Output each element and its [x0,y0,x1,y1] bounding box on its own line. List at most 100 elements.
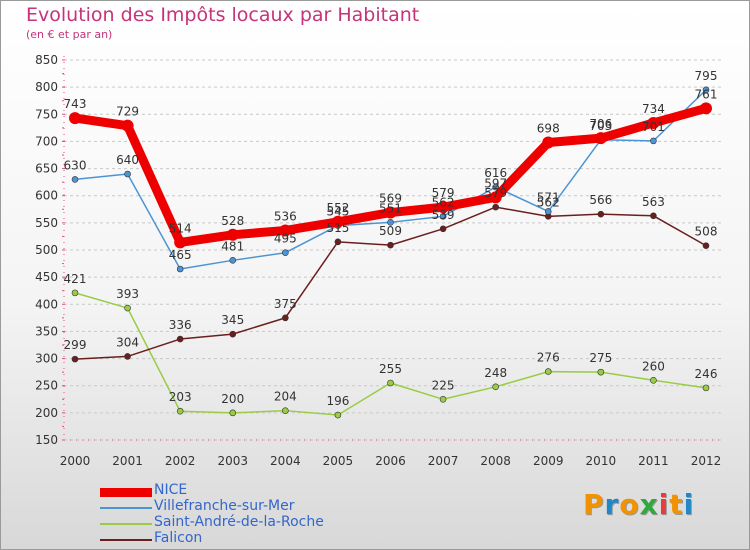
data-point-saint-andre-de-la-roche [650,376,657,384]
data-point-villefranche-sur-mer [492,183,499,191]
data-label-villefranche-sur-mer: 571 [537,190,560,204]
data-point-villefranche-sur-mer [702,86,710,94]
x-tick-label: 2005 [323,454,354,468]
logo-letter: i [658,488,670,521]
x-tick-label: 2012 [691,454,722,468]
data-label-falicon: 509 [379,224,402,238]
data-point-villefranche-sur-mer [439,213,447,220]
data-label-saint-andre-de-la-roche: 248 [484,366,507,380]
y-tick-label: 750 [35,107,58,121]
data-point-nice [331,215,344,228]
data-label-falicon: 566 [589,193,612,207]
data-point-nice [69,112,81,125]
data-point-saint-andre-de-la-roche [597,368,605,376]
data-point-falicon [387,241,394,249]
data-point-falicon [176,335,184,343]
data-label-falicon: 563 [642,195,665,209]
data-label-falicon: 562 [537,195,560,209]
data-label-nice: 734 [642,102,665,116]
y-tick-label: 350 [35,324,58,338]
data-label-saint-andre-de-la-roche: 276 [537,351,560,365]
chart-title: Evolution des Impôts locaux par Habitant [26,4,420,26]
data-label-falicon: 508 [695,225,718,239]
data-label-villefranche-sur-mer: 640 [116,153,139,167]
data-label-falicon: 579 [484,186,507,200]
legend-label: Villefranche-sur-Mer [154,498,295,514]
data-label-nice: 569 [379,192,402,206]
data-label-falicon: 299 [64,338,87,352]
data-point-villefranche-sur-mer [71,176,79,183]
y-tick-label: 800 [35,80,58,94]
data-point-falicon [71,355,79,363]
data-point-saint-andre-de-la-roche [492,383,499,391]
data-label-falicon: 515 [326,221,349,235]
data-point-nice [174,236,187,249]
data-label-saint-andre-de-la-roche: 204 [274,390,297,404]
data-label-nice: 597 [484,176,507,190]
data-point-villefranche-sur-mer [229,257,237,264]
data-label-saint-andre-de-la-roche: 196 [326,394,349,408]
data-point-villefranche-sur-mer [544,208,552,215]
logo-letter: x [639,488,659,521]
data-label-saint-andre-de-la-roche: 203 [169,390,192,404]
data-point-saint-andre-de-la-roche [387,379,394,387]
y-tick-label: 250 [35,379,58,393]
data-point-villefranche-sur-mer [282,249,289,257]
legend-swatch [100,488,152,497]
y-tick-label: 850 [35,53,58,67]
data-label-nice: 761 [695,87,718,101]
data-label-saint-andre-de-la-roche: 255 [379,362,402,376]
legend-label: Saint-André-de-la-Roche [154,514,324,530]
y-tick-label: 200 [35,406,58,420]
data-point-falicon [492,203,499,211]
x-tick-label: 2006 [375,454,406,468]
data-label-nice: 579 [432,186,455,200]
x-tick-label: 2000 [60,454,91,468]
x-tick-label: 2011 [638,454,669,468]
data-point-saint-andre-de-la-roche [702,384,710,392]
data-point-saint-andre-de-la-roche [439,395,447,403]
data-label-villefranche-sur-mer: 703 [589,119,612,133]
proxiti-logo: Proxiti [583,488,694,521]
data-label-nice: 536 [274,209,297,223]
data-label-saint-andre-de-la-roche: 275 [589,351,612,365]
data-point-falicon [124,353,131,360]
data-point-nice [384,206,397,219]
x-tick-label: 2009 [533,454,564,468]
data-label-villefranche-sur-mer: 551 [379,201,402,215]
line-chart: 150 200 250 300 350 400 450 500 550 600 650 700 750 8… [35,53,722,468]
legend-swatch [100,507,152,509]
x-tick-label: 2007 [428,454,459,468]
data-point-villefranche-sur-mer [124,170,131,178]
y-tick-label: 600 [35,189,58,203]
data-point-nice [542,136,555,149]
data-label-falicon: 336 [169,318,192,332]
data-point-nice [700,102,712,115]
data-point-nice [226,228,239,241]
data-point-falicon [282,314,289,322]
data-label-saint-andre-de-la-roche: 260 [642,359,665,373]
data-point-falicon [334,238,342,246]
logo-letter: o [619,488,640,521]
data-point-villefranche-sur-mer [387,219,394,226]
data-label-villefranche-sur-mer: 545 [326,205,349,219]
x-tick-label: 2008 [480,454,511,468]
data-label-nice: 743 [64,97,87,111]
data-point-saint-andre-de-la-roche [334,411,342,419]
data-point-nice [647,116,660,129]
data-point-saint-andre-de-la-roche [544,368,552,375]
y-tick-label: 150 [35,433,58,447]
data-point-villefranche-sur-mer [650,137,657,145]
data-point-falicon [229,330,237,338]
data-point-saint-andre-de-la-roche [71,289,79,297]
data-point-villefranche-sur-mer [176,265,184,273]
data-label-saint-andre-de-la-roche: 200 [221,392,244,406]
data-point-nice [594,132,607,145]
data-label-villefranche-sur-mer: 616 [484,166,507,180]
data-label-nice: 528 [221,214,244,228]
data-label-villefranche-sur-mer: 465 [169,248,192,262]
data-label-nice: 514 [169,221,192,235]
data-label-falicon: 375 [274,297,297,311]
data-label-falicon: 304 [116,335,139,349]
x-tick-label: 2004 [270,454,301,468]
